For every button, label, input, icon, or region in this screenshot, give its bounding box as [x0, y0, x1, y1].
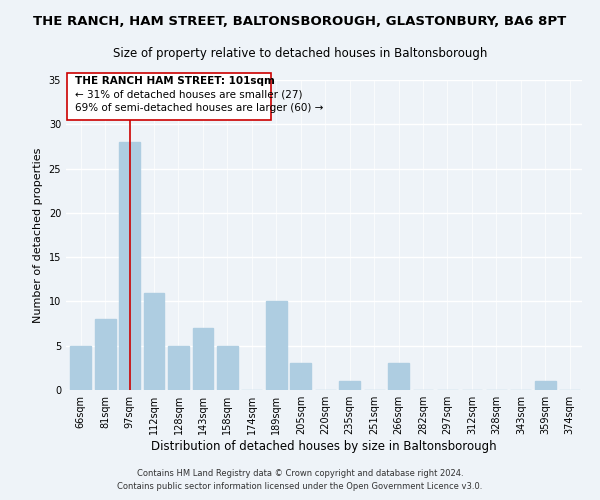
Bar — [143, 292, 164, 390]
Bar — [339, 381, 360, 390]
Bar — [193, 328, 214, 390]
Text: 69% of semi-detached houses are larger (60) →: 69% of semi-detached houses are larger (… — [75, 103, 323, 113]
Text: THE RANCH HAM STREET: 101sqm: THE RANCH HAM STREET: 101sqm — [75, 76, 275, 86]
Bar — [535, 381, 556, 390]
X-axis label: Distribution of detached houses by size in Baltonsborough: Distribution of detached houses by size … — [151, 440, 497, 453]
Text: ← 31% of detached houses are smaller (27): ← 31% of detached houses are smaller (27… — [75, 90, 302, 100]
Y-axis label: Number of detached properties: Number of detached properties — [33, 148, 43, 322]
Bar — [70, 346, 91, 390]
Bar — [168, 346, 189, 390]
Bar — [119, 142, 140, 390]
Bar — [388, 364, 409, 390]
Bar — [95, 319, 116, 390]
Bar — [266, 302, 287, 390]
Text: Contains HM Land Registry data © Crown copyright and database right 2024.: Contains HM Land Registry data © Crown c… — [137, 468, 463, 477]
Bar — [290, 364, 311, 390]
FancyBboxPatch shape — [67, 73, 271, 120]
Text: Size of property relative to detached houses in Baltonsborough: Size of property relative to detached ho… — [113, 48, 487, 60]
Text: THE RANCH, HAM STREET, BALTONSBOROUGH, GLASTONBURY, BA6 8PT: THE RANCH, HAM STREET, BALTONSBOROUGH, G… — [34, 15, 566, 28]
Bar — [217, 346, 238, 390]
Text: Contains public sector information licensed under the Open Government Licence v3: Contains public sector information licen… — [118, 482, 482, 491]
